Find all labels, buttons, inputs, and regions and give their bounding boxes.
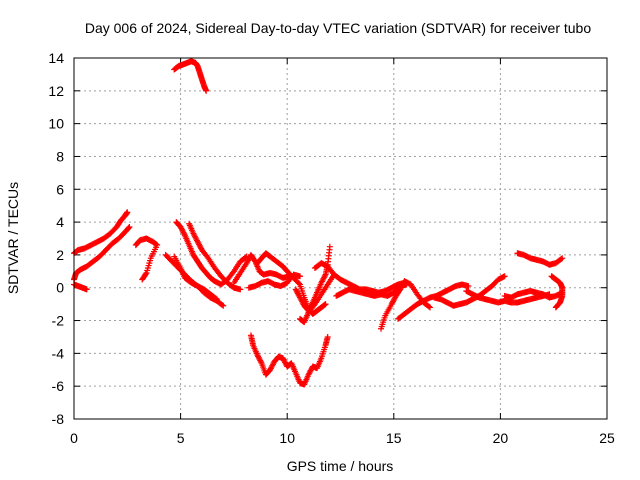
series-arc-05: [171, 58, 210, 94]
data-point: [139, 276, 146, 283]
data-point: [427, 304, 434, 311]
data-point: [126, 224, 133, 231]
data-point: [326, 243, 333, 250]
data-point: [212, 295, 219, 302]
x-tick-label: 5: [177, 430, 185, 446]
series-arc-17: [378, 278, 434, 332]
x-tick-label: 25: [599, 430, 615, 446]
data-point: [220, 302, 227, 309]
x-tick-label: 15: [386, 430, 402, 446]
y-tick-label: -8: [52, 411, 65, 427]
data-point: [139, 275, 146, 282]
y-tick-label: 2: [56, 247, 64, 263]
chart-title: Day 006 of 2024, Sidereal Day-to-day VTE…: [85, 20, 592, 36]
data-point: [425, 303, 432, 310]
data-point: [324, 333, 331, 340]
series-arc-12: [254, 250, 329, 317]
y-tick-label: 4: [56, 214, 64, 230]
y-tick-label: -4: [52, 345, 65, 361]
y-tick-label: -6: [52, 378, 65, 394]
y-tick-label: 6: [56, 181, 64, 197]
y-tick-label: 0: [56, 280, 64, 296]
data-point: [321, 272, 328, 279]
series-arc-24: [247, 332, 331, 388]
data-point: [296, 273, 303, 280]
grid-lines: [74, 58, 607, 419]
series-arc-04: [132, 235, 161, 283]
y-tick-label: 12: [48, 83, 64, 99]
series-arc-06: [173, 219, 250, 288]
series-arc-07: [186, 220, 244, 293]
data-point: [203, 87, 210, 94]
series-arc-22: [514, 250, 566, 268]
y-tick-label: 10: [48, 116, 64, 132]
data-point: [181, 230, 188, 237]
series-arc-03: [71, 281, 90, 293]
data-point: [559, 255, 566, 262]
x-axis-label: GPS time / hours: [287, 458, 394, 474]
data-point: [552, 304, 559, 311]
x-tick-label: 10: [279, 430, 295, 446]
series-arc-09: [171, 253, 220, 303]
data-point: [295, 280, 302, 287]
x-tick-label: 20: [493, 430, 509, 446]
series-arc-16: [333, 281, 410, 299]
data-point: [501, 273, 508, 280]
series-arc-18: [395, 281, 472, 322]
data-point: [558, 256, 565, 263]
data-point: [237, 286, 244, 293]
data-point: [83, 286, 90, 293]
data-point: [204, 253, 211, 260]
data-point: [257, 358, 264, 365]
data-point: [322, 301, 329, 308]
series-arc-21: [501, 288, 566, 301]
series-arc-19: [431, 273, 508, 309]
axis-ticks: 0 5 10 15 20 25 -8 -6 -4 -2 0 2 4 6 8 10 12 14: [48, 50, 615, 446]
series-arc-01: [71, 224, 133, 283]
series-arc-11: [245, 271, 303, 291]
series-arc-10: [230, 251, 293, 286]
y-tick-label: -2: [52, 313, 65, 329]
y-tick-label: 8: [56, 148, 64, 164]
series-arc-13: [292, 243, 333, 314]
x-tick-label: 0: [70, 430, 78, 446]
data-markers: [71, 58, 566, 388]
data-point: [310, 302, 317, 309]
data-point: [125, 224, 132, 231]
plot-frame: [73, 57, 608, 420]
data-point: [553, 303, 560, 310]
data-point: [465, 283, 472, 290]
data-point: [124, 209, 131, 216]
series-arc-02: [71, 209, 131, 257]
series-arc-20: [463, 288, 553, 306]
y-tick-label: 14: [48, 50, 64, 66]
y-axis-label: SDTVAR / TECUs: [5, 182, 21, 294]
series-arc-14: [296, 271, 338, 326]
data-point: [213, 296, 220, 303]
data-point: [219, 301, 226, 308]
data-point: [229, 269, 236, 276]
series-arc-23: [548, 273, 566, 311]
